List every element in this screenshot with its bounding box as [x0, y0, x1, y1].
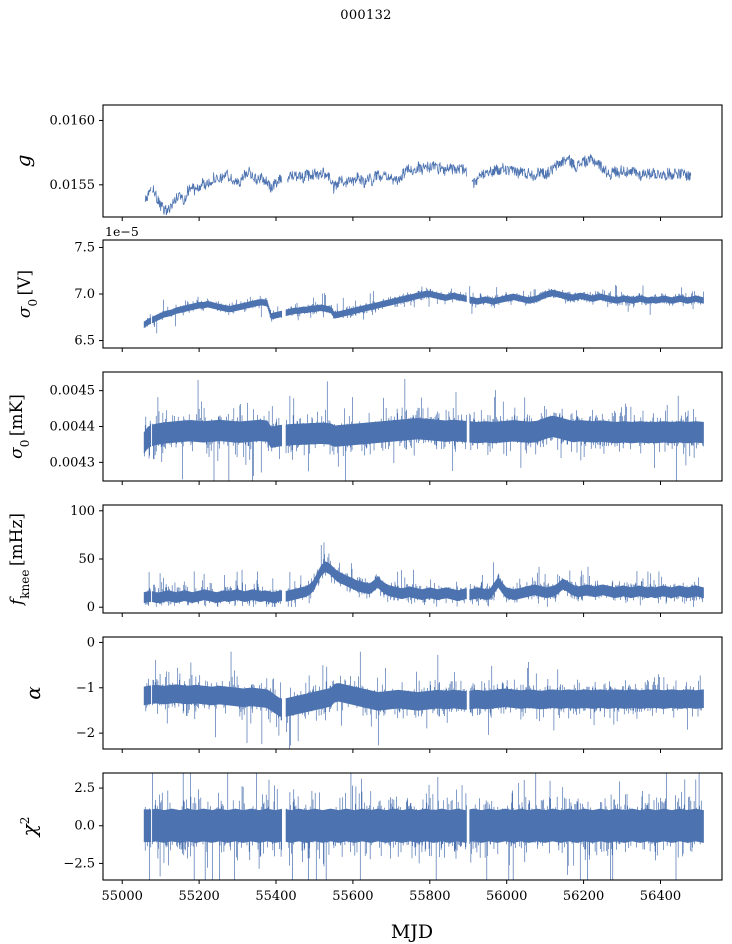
y-tick-label: −1 [76, 681, 95, 696]
y-tick-label: −2 [76, 726, 95, 741]
y-axis-label-f_knee: fknee [mHz] [7, 513, 32, 607]
data-line [144, 154, 692, 216]
data-band [143, 542, 704, 607]
data-band [143, 651, 704, 749]
panel-chi_squared: −2.5 0.0 2.5 55000 55200 55400 55600 55800 56000… [63, 772, 723, 904]
x-tick-label: 55800 [409, 889, 450, 904]
axes-frame [102, 104, 723, 218]
series-sigma0_mK [143, 378, 704, 481]
series-gain [144, 154, 692, 216]
panel-sigma0_volts: 6.5 7.0 7.5 1e−5 [74, 224, 723, 352]
axes-frame [102, 772, 723, 881]
panel-alpha: −2 −1 0 [76, 635, 723, 753]
y-axis-label-sigma0_mK: σ0 [mK] [7, 394, 32, 459]
y-tick-label: −2.5 [63, 856, 95, 871]
y-tick-label: 0.0043 [50, 455, 96, 470]
x-tick-label: 55400 [255, 889, 296, 904]
y-axis-label-chi_squared: χ2 [17, 817, 41, 839]
y-tick-label: 0.0160 [50, 113, 96, 128]
x-tick-label: 55000 [102, 889, 143, 904]
data-band [143, 378, 704, 481]
figure-title: 000132 [340, 8, 392, 23]
x-tick-label: 56400 [640, 889, 681, 904]
leading-stub [144, 812, 150, 840]
x-tick-label: 56000 [486, 889, 527, 904]
x-tick-label: 56200 [563, 889, 604, 904]
series-sigma0_volts [143, 285, 704, 334]
y-tick-label: 0.0045 [50, 384, 96, 399]
y-axis-label-sigma0_volts: σ0 [V] [15, 270, 40, 318]
data-band [143, 773, 704, 880]
y-tick-label: 7.0 [74, 287, 95, 302]
panel-gain: 0.0155 0.0160 [50, 104, 723, 221]
ylabels-group: g σ0 [V] σ0 [mK] fknee [mHz] α χ2 [7, 155, 45, 839]
series-f_knee [143, 542, 704, 607]
x-tick-label: 55600 [332, 889, 373, 904]
x-tick-label: 55200 [178, 889, 219, 904]
panels-group: 0.01550.01606.57.07.51e−50.00430.00440.0… [50, 104, 723, 904]
y-tick-label: 6.5 [74, 334, 95, 349]
y-tick-label: 50 [78, 552, 95, 567]
y-tick-label: 0 [87, 635, 95, 650]
axes-frame [102, 636, 723, 750]
y-tick-label: 100 [70, 504, 95, 519]
series-chi_squared [143, 773, 704, 880]
y-tick-label: 2.5 [74, 781, 95, 796]
y-axis-label-alpha: α [21, 686, 45, 700]
y-tick-label: 0 [87, 600, 95, 615]
y-tick-label: 0.0044 [50, 420, 96, 435]
panel-f_knee: 0 50 100 [70, 504, 723, 617]
panel-sigma0_mK: 0.0043 0.0044 0.0045 [50, 371, 723, 485]
data-band [143, 285, 704, 334]
series-alpha [143, 651, 704, 749]
x-axis-label: MJD [391, 921, 433, 943]
y-tick-label: 0.0 [74, 819, 95, 834]
y-axis-label-gain: g [11, 155, 35, 168]
y-tick-label: 7.5 [74, 240, 95, 255]
y-axis-offset-text: 1e−5 [105, 224, 139, 239]
y-tick-label: 0.0155 [50, 178, 96, 193]
